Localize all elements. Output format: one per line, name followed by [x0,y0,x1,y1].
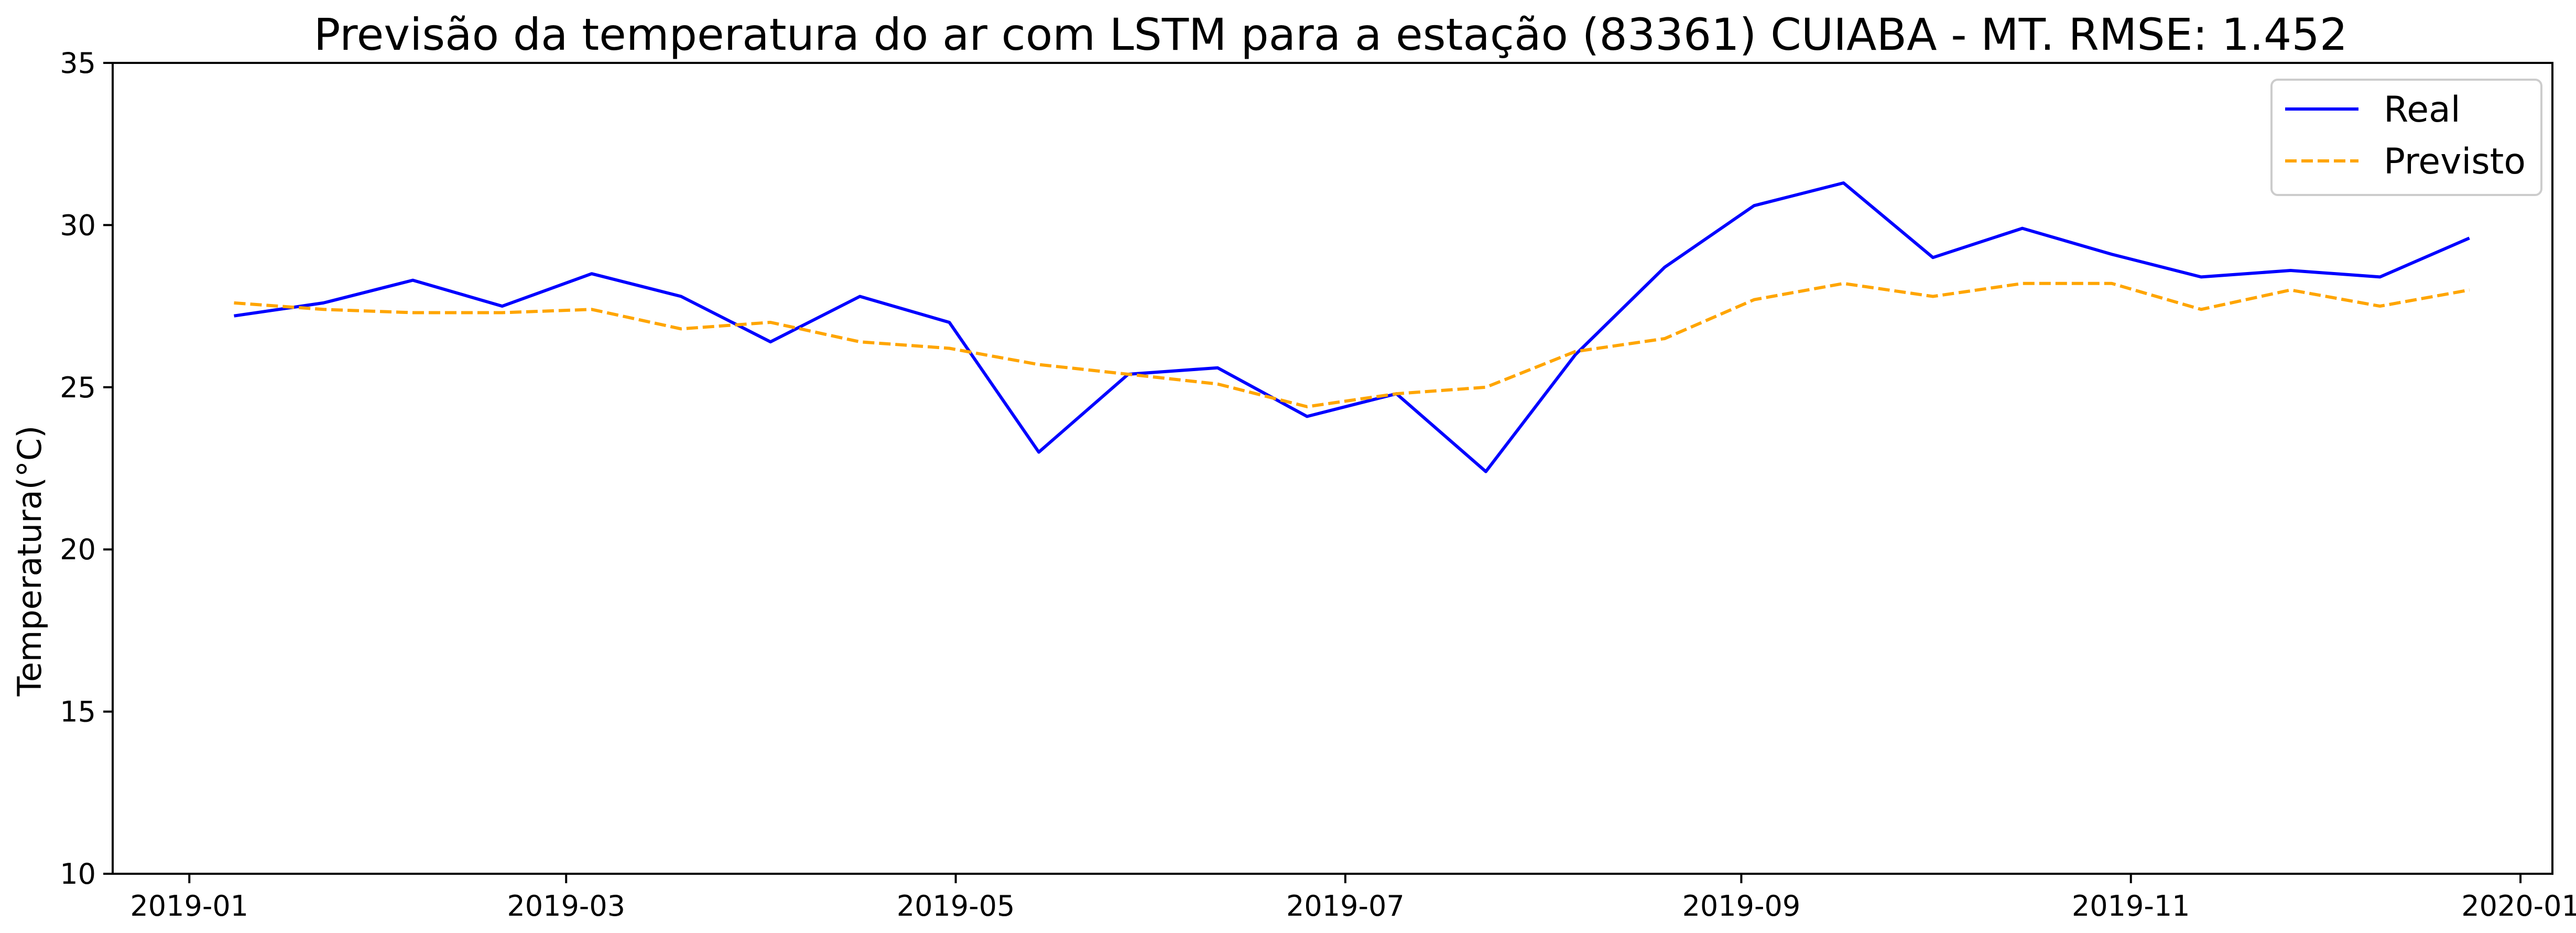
data-point-real [860,296,861,297]
data-point-previsto [2201,309,2202,310]
data-point-previsto [502,312,503,313]
data-point-previsto [323,309,324,310]
data-point-real [2379,276,2381,277]
data-point-real [681,296,682,297]
data-point-previsto [1485,387,1486,388]
data-point-previsto [770,322,771,323]
data-point-real [2469,237,2470,238]
data-point-previsto [1754,299,1755,300]
plot-frame [112,62,2553,875]
y-tick-label: 10 [60,858,96,891]
x-tick-label: 2019-05 [897,889,1015,923]
data-point-previsto [681,328,682,329]
data-point-previsto [1664,338,1665,339]
legend: Real Previsto [2270,79,2542,196]
data-point-real [2290,270,2291,271]
x-tick-label: 2019-09 [1682,889,1801,923]
x-tick-label: 2019-11 [2072,889,2190,923]
y-tick-label: 15 [60,696,96,729]
data-point-real [2201,276,2202,277]
x-tick-label: 2019-01 [130,889,248,923]
data-point-previsto [2379,306,2381,307]
data-point-real [1664,267,1665,268]
data-point-real [1843,182,1844,183]
plot-area: 10 15 20 25 30 35 2019-01 2019-03 2019-05 2019-07… [60,47,2576,923]
x-tick-label: 2019-07 [1286,889,1405,923]
data-point-real [1038,452,1039,453]
data-point-previsto [234,302,235,303]
data-point-real [502,306,503,307]
series-line-previsto [234,281,2470,408]
legend-label-real: Real [2384,89,2461,131]
data-point-previsto [2290,289,2291,290]
data-point-real [1307,416,1308,417]
x-tick-label: 2020-01 [2461,889,2576,923]
y-tick-label: 30 [60,209,96,242]
data-point-real [949,322,950,323]
data-point-real [1485,471,1486,472]
data-point-real [2111,254,2112,255]
data-point-previsto [591,309,592,310]
data-point-real [1932,257,1933,258]
data-point-previsto [412,312,414,313]
chart-title: Previsão da temperatura do ar com LSTM p… [314,9,2347,60]
data-point-previsto [1217,384,1218,385]
data-point-previsto [1396,393,1397,394]
y-tick-label: 25 [60,371,96,404]
data-point-previsto [949,348,950,349]
data-point-real [1575,354,1576,355]
data-point-real [234,316,235,317]
data-point-previsto [1307,406,1308,407]
data-point-previsto [860,341,861,342]
data-point-previsto [2469,289,2470,290]
data-point-real [1754,205,1755,206]
data-point-previsto [1575,351,1576,352]
data-point-previsto [1843,283,1844,284]
data-point-previsto [2022,283,2023,284]
y-tick-label: 20 [60,533,96,566]
data-point-real [323,302,324,303]
data-point-real [591,273,592,274]
data-point-real [412,280,414,281]
y-tick-label: 35 [60,47,96,80]
series-line-real [234,181,2470,473]
x-tick-label: 2019-03 [507,889,625,923]
data-point-previsto [1038,364,1039,365]
data-point-real [2022,228,2023,229]
data-point-previsto [1932,296,1933,297]
legend-label-previsto: Previsto [2384,141,2526,182]
y-axis-title: Temperatura(°C) [10,426,49,697]
data-point-real [1217,367,1218,368]
data-point-previsto [1128,374,1129,375]
data-point-previsto [2111,283,2112,284]
data-point-real [770,341,771,342]
